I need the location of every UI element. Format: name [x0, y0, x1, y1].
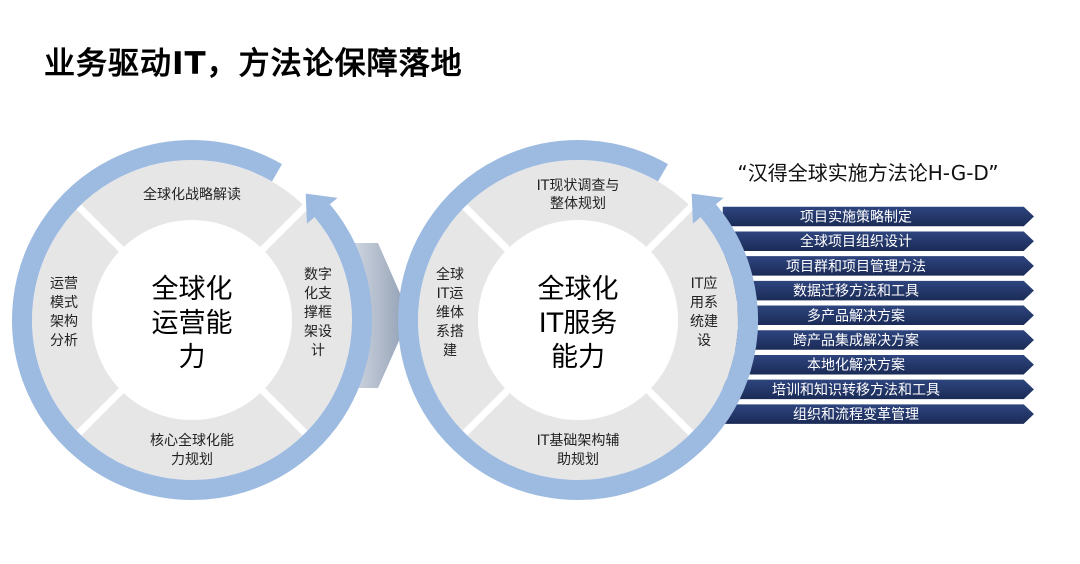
- segment-bottom: 力规划: [171, 452, 213, 468]
- segment-left: 建: [443, 343, 457, 359]
- core-label: 能力: [551, 342, 605, 373]
- core-label: 全球化: [538, 274, 619, 305]
- segment-divider: [260, 388, 308, 436]
- segment-divider: [260, 204, 308, 252]
- methodology-item-label: 本地化解决方案: [807, 357, 905, 374]
- methodology-item: 跨产品集成解决方案: [721, 328, 1037, 352]
- methodology-item-label: 培训和知识转移方法和工具: [772, 381, 940, 398]
- segment-left: 运营: [50, 276, 78, 292]
- segment-right: 设: [697, 333, 711, 349]
- segment-top: IT现状调查与: [537, 178, 620, 194]
- segment-top: 全球化战略解读: [143, 186, 241, 203]
- core-label: 运营能: [152, 308, 233, 339]
- segment-bottom: 核心全球化能: [150, 432, 234, 449]
- methodology-item-label: 多产品解决方案: [807, 307, 905, 324]
- core-label: 力: [179, 342, 206, 373]
- segment-right: 统建: [690, 314, 718, 330]
- methodology-item-label: 数据迁移方法和工具: [793, 284, 919, 300]
- segment-left: IT运: [437, 286, 464, 302]
- methodology-item: 数据迁移方法和工具: [721, 279, 1037, 302]
- methodology-item-label: 组织和流程变革管理: [793, 407, 919, 423]
- methodology-item-label: 跨产品集成解决方案: [793, 332, 919, 349]
- segment-left: 维体: [436, 305, 464, 321]
- segment-bottom: IT基础架构辅: [537, 432, 620, 449]
- cycle-ring: [398, 140, 758, 500]
- page-title: 业务驱动IT，方法论保障落地: [44, 46, 463, 82]
- segment-right: 化支: [304, 286, 332, 302]
- segment-left: 分析: [50, 333, 78, 349]
- methodology-item: 项目群和项目管理方法: [721, 254, 1037, 278]
- segment-bottom: 助规划: [557, 452, 599, 468]
- methodology-item: 项目实施策略制定: [721, 205, 1037, 228]
- segment-divider: [646, 204, 694, 252]
- methodology-title: “汉得全球实施方法论H-G-D”: [737, 161, 998, 185]
- segment-top: 整体规划: [550, 196, 606, 212]
- core-circle: [478, 220, 678, 420]
- core-circle: [92, 220, 292, 420]
- methodology-item: 全球项目组织设计: [721, 229, 1037, 253]
- methodology-item: 组织和流程变革管理: [721, 402, 1037, 426]
- segment-divider: [76, 204, 124, 252]
- core-label: IT服务: [539, 308, 617, 339]
- segment-right: 计: [311, 343, 325, 359]
- ring-arrowhead-icon: [305, 193, 338, 224]
- segment-divider: [76, 388, 124, 436]
- segment-right: 撑框: [304, 305, 332, 321]
- segment-left: 模式: [50, 295, 78, 311]
- core-label: 全球化: [152, 274, 233, 305]
- segment-divider: [462, 388, 510, 436]
- segment-right: 数字: [304, 267, 332, 283]
- segment-divider: [646, 388, 694, 436]
- methodology-item-label: 项目实施策略制定: [800, 209, 912, 226]
- segment-left: 架构: [50, 314, 78, 330]
- segment-right: IT应: [691, 275, 718, 292]
- methodology-item-label: 项目群和项目管理方法: [786, 259, 926, 275]
- methodology-item: 多产品解决方案: [721, 304, 1037, 327]
- segment-divider: [462, 204, 510, 252]
- segment-right: 架设: [304, 324, 332, 340]
- segment-left: 全球: [436, 266, 464, 283]
- segment-right: 用系: [690, 295, 718, 311]
- ring-arrowhead-icon: [691, 193, 724, 224]
- methodology-item-label: 全球项目组织设计: [800, 233, 912, 250]
- methodology-item: 培训和知识转移方法和工具: [721, 378, 1037, 401]
- segment-left: 系搭: [436, 324, 464, 340]
- methodology-item: 本地化解决方案: [721, 353, 1037, 376]
- cycle-ring: [12, 140, 372, 500]
